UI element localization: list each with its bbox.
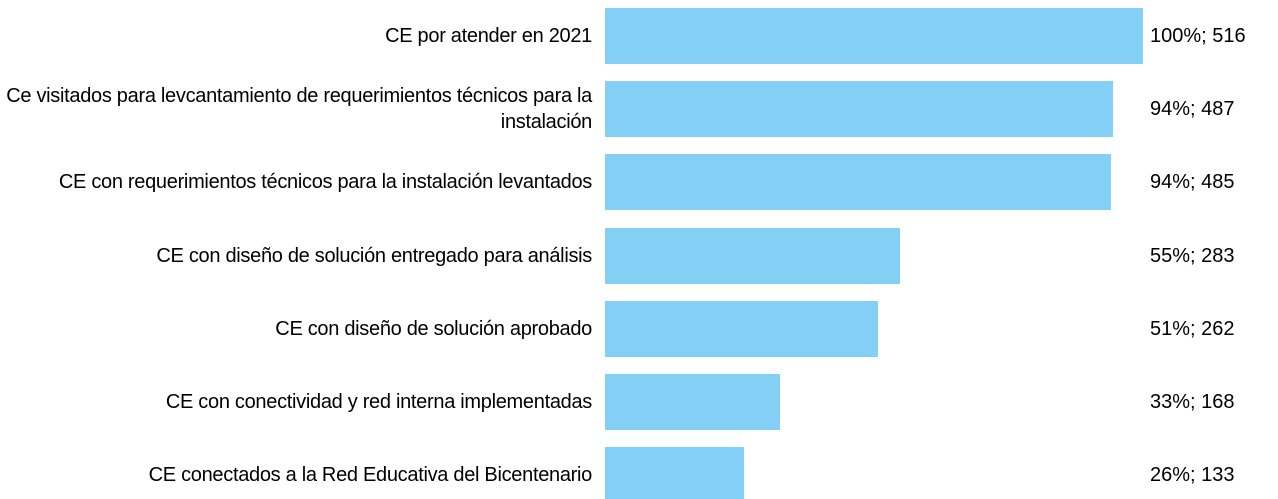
category-label: CE por atender en 2021 (385, 25, 592, 47)
bar (605, 300, 879, 357)
bar (605, 447, 744, 499)
category-label: CE con diseño de solución entregado para… (156, 244, 592, 267)
bar (605, 154, 1111, 211)
value-label: 51%; 262 (1150, 317, 1235, 340)
value-label: 94%; 485 (1150, 171, 1235, 194)
category-label: CE con diseño de solución aprobado (275, 317, 592, 340)
value-label: 94%; 487 (1150, 98, 1235, 121)
category-label: Ce visitados para levcantamiento de requ… (6, 85, 592, 134)
category-label: CE conectados a la Red Educativa del Bic… (148, 464, 593, 487)
bar (605, 81, 1113, 138)
bar (605, 227, 901, 284)
value-label: 55%; 283 (1150, 244, 1235, 267)
value-label: 100%; 516 (1150, 25, 1246, 47)
bar (605, 374, 781, 430)
value-label: 33%; 168 (1150, 391, 1235, 413)
category-label: CE con conectividad y red interna implem… (165, 391, 592, 413)
value-label: 26%; 133 (1150, 464, 1235, 487)
category-label: CE con requerimientos técnicos para la i… (58, 171, 592, 194)
bar (605, 8, 1143, 64)
